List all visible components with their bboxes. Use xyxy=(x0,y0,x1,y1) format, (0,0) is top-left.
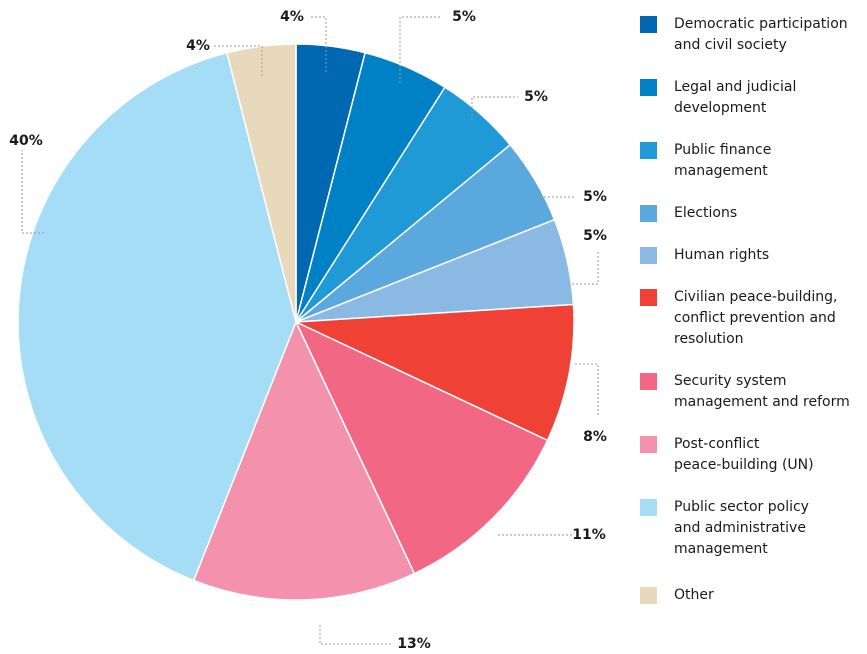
legend-label-6: Security system management and reform xyxy=(674,373,850,410)
legend-item-0: Democratic participation and civil socie… xyxy=(640,14,848,56)
legend-label-8: Public sector policy and administrative … xyxy=(674,499,809,557)
leader-line-4 xyxy=(572,252,599,285)
pie-slice-5 xyxy=(295,303,575,442)
leader-line-7 xyxy=(319,625,392,645)
legend-item-9: Other xyxy=(640,585,714,606)
legend-swatch-0 xyxy=(640,16,657,33)
leader-line-9 xyxy=(214,45,263,76)
legend-swatch-5 xyxy=(640,289,657,306)
data-label-9: 4% xyxy=(186,38,210,54)
pie-slices xyxy=(17,43,575,601)
legend-swatch-9 xyxy=(640,587,657,604)
pie-chart: 4% 5% 5% 5% 5% 8% 11% 13% 40% 4% xyxy=(9,9,607,652)
pie-slice-6 xyxy=(294,320,549,575)
data-label-6: 11% xyxy=(572,527,606,543)
leader-line-8 xyxy=(21,150,44,234)
legend-item-1: Legal and judicial development xyxy=(640,77,796,119)
legend-label-7: Post-conflict peace-building (UN) xyxy=(674,436,814,473)
legend-item-4: Human rights xyxy=(640,245,769,266)
legend-label-1: Legal and judicial development xyxy=(674,79,797,116)
leader-line-0 xyxy=(310,16,327,72)
data-label-0: 4% xyxy=(280,9,304,25)
legend-label-5: Civilian peace-building, conflict preven… xyxy=(674,289,838,347)
legend-label-0: Democratic participation and civil socie… xyxy=(674,16,848,53)
data-label-2: 5% xyxy=(524,89,548,105)
legend-swatch-1 xyxy=(640,79,657,96)
data-label-1: 5% xyxy=(452,9,476,25)
pie-slice-7 xyxy=(192,320,416,601)
data-label-3: 5% xyxy=(583,189,607,205)
slice-labels: 4% 5% 5% 5% 5% 8% 11% 13% 40% 4% xyxy=(9,9,607,652)
pie-slice-8 xyxy=(17,51,297,582)
legend-item-6: Security system management and reform xyxy=(640,371,850,413)
legend-label-9: Other xyxy=(674,587,714,603)
data-label-5: 8% xyxy=(583,429,607,445)
leader-line-1 xyxy=(399,16,440,83)
leader-line-5 xyxy=(575,363,599,415)
legend-item-2: Public finance management xyxy=(640,140,771,182)
legend-item-5: Civilian peace-building, conflict preven… xyxy=(640,287,838,350)
legend-item-3: Elections xyxy=(640,203,737,224)
data-label-8: 40% xyxy=(9,133,43,149)
legend-swatch-3 xyxy=(640,205,657,222)
data-label-7: 13% xyxy=(397,636,431,652)
legend-item-8: Public sector policy and administrative … xyxy=(640,497,809,560)
legend-swatch-6 xyxy=(640,373,657,390)
leader-lines xyxy=(21,16,599,645)
legend-swatch-7 xyxy=(640,436,657,453)
legend-swatch-2 xyxy=(640,142,657,159)
legend-item-7: Post-conflict peace-building (UN) xyxy=(640,434,814,476)
legend-label-2: Public finance management xyxy=(674,142,772,179)
legend-label-3: Elections xyxy=(674,205,738,221)
pie-slice-9 xyxy=(225,43,297,323)
data-label-4: 5% xyxy=(583,228,607,244)
legend-swatch-4 xyxy=(640,247,657,264)
leader-line-2 xyxy=(471,96,518,120)
legend-label-4: Human rights xyxy=(674,247,770,263)
legend-swatch-8 xyxy=(640,499,657,516)
